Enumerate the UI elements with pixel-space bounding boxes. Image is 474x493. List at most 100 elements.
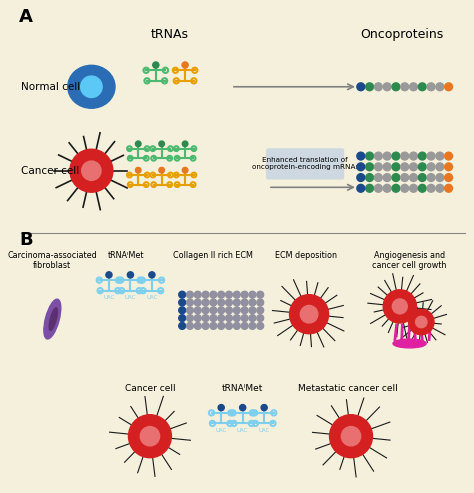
Circle shape [392, 174, 400, 181]
Circle shape [153, 62, 159, 68]
Circle shape [179, 322, 186, 329]
Circle shape [436, 83, 444, 91]
Circle shape [241, 299, 248, 306]
Circle shape [261, 405, 267, 411]
Text: tRNAs: tRNAs [150, 28, 189, 41]
Circle shape [374, 163, 382, 171]
Circle shape [374, 184, 382, 192]
Text: UAC: UAC [103, 295, 115, 300]
Ellipse shape [44, 299, 61, 339]
Circle shape [210, 315, 217, 321]
Circle shape [136, 168, 141, 173]
Circle shape [136, 141, 141, 146]
Circle shape [241, 315, 248, 321]
Circle shape [427, 83, 435, 91]
Circle shape [374, 152, 382, 160]
Circle shape [445, 174, 453, 181]
Circle shape [357, 174, 365, 181]
Circle shape [249, 299, 256, 306]
Circle shape [128, 415, 172, 458]
Text: Metastatic cancer cell: Metastatic cancer cell [298, 385, 398, 393]
Circle shape [239, 405, 246, 411]
Circle shape [383, 184, 391, 192]
Circle shape [410, 184, 418, 192]
Circle shape [179, 291, 186, 298]
Circle shape [218, 405, 224, 411]
Circle shape [392, 152, 400, 160]
Text: tRNAᴵMet: tRNAᴵMet [108, 251, 145, 260]
Circle shape [159, 141, 164, 146]
Circle shape [233, 322, 240, 329]
Circle shape [365, 184, 374, 192]
Circle shape [445, 184, 453, 192]
Circle shape [410, 152, 418, 160]
Circle shape [257, 299, 264, 306]
Circle shape [179, 307, 186, 314]
Text: ECM deposition: ECM deposition [275, 251, 337, 260]
Circle shape [427, 152, 435, 160]
Circle shape [365, 163, 374, 171]
Circle shape [218, 322, 225, 329]
Circle shape [241, 322, 248, 329]
Circle shape [81, 76, 102, 98]
Circle shape [210, 322, 217, 329]
Circle shape [436, 184, 444, 192]
Text: Oncoproteins: Oncoproteins [360, 28, 443, 41]
Circle shape [383, 83, 391, 91]
Circle shape [410, 163, 418, 171]
Text: UAC: UAC [237, 428, 248, 433]
Circle shape [226, 307, 232, 314]
Circle shape [401, 163, 409, 171]
Circle shape [187, 299, 193, 306]
Circle shape [249, 315, 256, 321]
Circle shape [365, 174, 374, 181]
Text: Angiogenesis and
cancer cell growth: Angiogenesis and cancer cell growth [373, 251, 447, 270]
Circle shape [233, 315, 240, 321]
Text: B: B [19, 231, 33, 249]
Circle shape [187, 322, 193, 329]
Circle shape [392, 83, 400, 91]
Circle shape [383, 163, 391, 171]
Ellipse shape [49, 308, 57, 330]
Circle shape [226, 299, 232, 306]
Text: UAC: UAC [146, 295, 157, 300]
Circle shape [410, 174, 418, 181]
Circle shape [218, 307, 225, 314]
Circle shape [401, 174, 409, 181]
Circle shape [226, 291, 232, 298]
Circle shape [257, 315, 264, 321]
Circle shape [392, 163, 400, 171]
Circle shape [128, 272, 134, 278]
Circle shape [82, 161, 101, 180]
Circle shape [416, 317, 427, 328]
Circle shape [365, 83, 374, 91]
Circle shape [210, 299, 217, 306]
Circle shape [241, 291, 248, 298]
Circle shape [249, 291, 256, 298]
Circle shape [194, 307, 201, 314]
Circle shape [374, 174, 382, 181]
Circle shape [436, 163, 444, 171]
Circle shape [182, 168, 188, 173]
Circle shape [419, 83, 426, 91]
Circle shape [419, 163, 426, 171]
Circle shape [194, 291, 201, 298]
Circle shape [419, 152, 426, 160]
Circle shape [419, 174, 426, 181]
Text: UAC: UAC [125, 295, 136, 300]
Circle shape [357, 152, 365, 160]
FancyBboxPatch shape [266, 148, 344, 179]
Text: Collagen II rich ECM: Collagen II rich ECM [173, 251, 253, 260]
Circle shape [202, 315, 209, 321]
Circle shape [233, 307, 240, 314]
Circle shape [218, 291, 225, 298]
Circle shape [383, 174, 391, 181]
Circle shape [257, 307, 264, 314]
Circle shape [179, 315, 186, 321]
Circle shape [194, 322, 201, 329]
Circle shape [374, 83, 382, 91]
Circle shape [392, 299, 407, 314]
Circle shape [179, 299, 186, 306]
Circle shape [233, 299, 240, 306]
Text: UAC: UAC [216, 428, 227, 433]
